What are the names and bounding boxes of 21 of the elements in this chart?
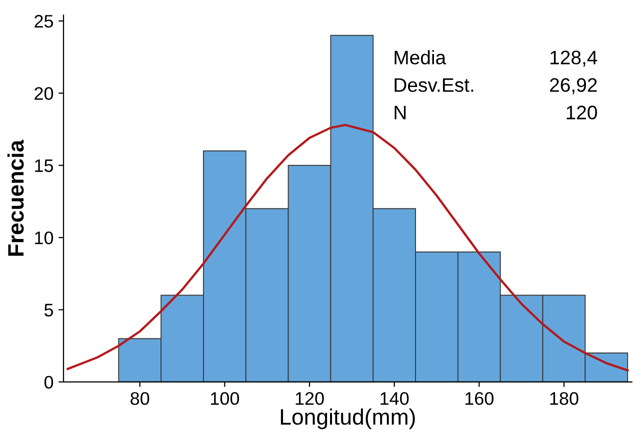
x-tick-label: 140: [380, 392, 409, 405]
x-axis-title: Longitud(mm): [280, 408, 415, 430]
annotation: 128,4: [550, 50, 598, 67]
y-axis-title: Frecuencia: [7, 140, 24, 256]
annotation: Desv.Est.: [394, 78, 474, 92]
annotation: 26,92: [550, 78, 597, 94]
annotation: N: [394, 106, 406, 120]
line-series: [66, 124, 629, 372]
y-tick-label: 10: [35, 231, 54, 244]
x-tick-label: 120: [296, 392, 324, 405]
x-tick-label: 80: [130, 392, 150, 405]
y-tick-label: 0: [44, 376, 54, 389]
annotation: 120: [566, 106, 597, 120]
y-tick-label: 20: [34, 87, 54, 100]
y-tick-label: 25: [34, 14, 54, 28]
x-tick-label: 100: [210, 392, 240, 405]
x-tick-label: 180: [550, 392, 578, 405]
x-tick-label: 160: [465, 392, 494, 405]
y-tick-label: 5: [44, 304, 54, 316]
annotation: Media: [394, 50, 446, 64]
y-tick-label: 15: [35, 159, 54, 172]
